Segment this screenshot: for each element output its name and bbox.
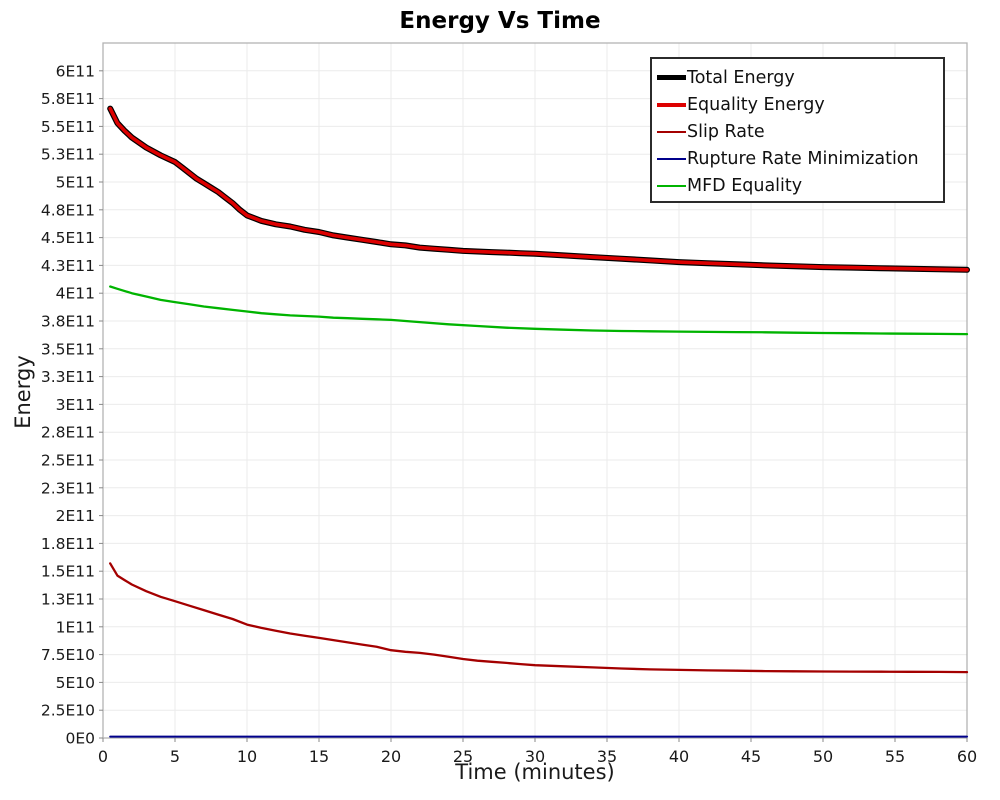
y-tick-label: 4.5E11: [41, 229, 95, 247]
legend-item-mfd-equality: MFD Equality: [652, 172, 943, 199]
legend-label: Equality Energy: [687, 94, 825, 115]
y-tick-label: 5.8E11: [41, 90, 95, 108]
y-tick-label: 2.5E10: [41, 702, 95, 720]
y-tick-label: 4E11: [56, 285, 95, 303]
y-tick-label: 0E0: [65, 730, 95, 748]
y-tick-label: 1.8E11: [41, 535, 95, 553]
x-tick-label: 30: [525, 747, 545, 766]
x-tick-label: 25: [453, 747, 473, 766]
y-tick-label: 5.5E11: [41, 118, 95, 136]
total-energy-line-swatch: [657, 75, 686, 80]
y-tick-label: 5E11: [56, 174, 95, 192]
y-tick-label: 4.8E11: [41, 201, 95, 219]
equality-energy-line-swatch: [657, 102, 686, 107]
y-tick-label: 3E11: [56, 396, 95, 414]
y-axis-title: Energy: [11, 355, 35, 429]
chart-title: Energy Vs Time: [399, 8, 601, 34]
y-tick-label: 1.5E11: [41, 563, 95, 581]
legend-item-slip-rate: Slip Rate: [652, 118, 943, 145]
x-tick-label: 45: [741, 747, 761, 766]
y-tick-label: 2.3E11: [41, 479, 95, 497]
x-axis-title: Time (minutes): [455, 760, 615, 784]
legend-label: Total Energy: [687, 67, 795, 88]
y-tick-label: 6E11: [56, 62, 95, 80]
legend-label: Rupture Rate Minimization: [687, 148, 919, 169]
legend-item-total-energy: Total Energy: [652, 64, 943, 91]
x-tick-label: 35: [597, 747, 617, 766]
y-tick-label: 3.3E11: [41, 368, 95, 386]
series-line-mfd-equality: [109, 285, 969, 336]
y-tick-label: 3.5E11: [41, 340, 95, 358]
mfd-equality-line-swatch: [657, 184, 686, 187]
slip-rate-line-swatch: [657, 130, 686, 133]
y-tick-label: 1E11: [56, 618, 95, 636]
y-tick-label: 3.8E11: [41, 313, 95, 331]
legend-label: Slip Rate: [687, 121, 765, 142]
x-tick-label: 10: [237, 747, 257, 766]
y-tick-label: 5.3E11: [41, 146, 95, 164]
x-tick-label: 40: [669, 747, 689, 766]
y-tick-label: 2E11: [56, 507, 95, 525]
y-tick-label: 5E10: [56, 674, 95, 692]
y-tick-label: 1.3E11: [41, 591, 95, 609]
y-tick-label: 2.5E11: [41, 452, 95, 470]
y-tick-label: 7.5E10: [41, 646, 95, 664]
rupture-rate-minimization-line-swatch: [657, 157, 686, 160]
series-line-equality-energy: [108, 106, 969, 272]
legend-box: Total Energy Equality Energy Slip Rate R…: [650, 57, 945, 203]
x-tick-label: 0: [98, 747, 108, 766]
y-tick-label: 4.3E11: [41, 257, 95, 275]
x-tick-label: 55: [885, 747, 905, 766]
x-tick-label: 50: [813, 747, 833, 766]
x-tick-label: 60: [957, 747, 977, 766]
x-tick-label: 15: [309, 747, 329, 766]
legend-item-equality-energy: Equality Energy: [652, 91, 943, 118]
legend-item-rupture-rate-minimization: Rupture Rate Minimization: [652, 145, 943, 172]
y-tick-label: 2.8E11: [41, 424, 95, 442]
x-tick-label: 5: [170, 747, 180, 766]
x-tick-label: 20: [381, 747, 401, 766]
series-line-slip-rate: [109, 562, 969, 674]
legend-label: MFD Equality: [687, 175, 803, 196]
